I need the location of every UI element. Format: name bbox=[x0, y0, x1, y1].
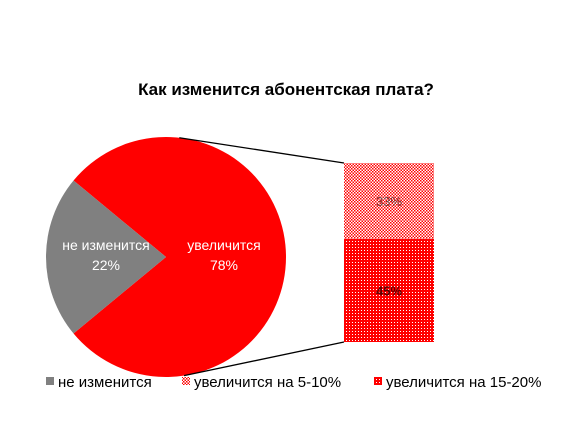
bar-segment-15-20 bbox=[344, 238, 434, 342]
connector-lines bbox=[179, 137, 345, 377]
legend-label-15-20: увеличится на 15-20% bbox=[386, 374, 541, 391]
pie-slice-no-change bbox=[46, 180, 167, 334]
bar-segment-15-20-label: 45% bbox=[376, 283, 402, 298]
pie-label-increase: увеличится 78% bbox=[187, 237, 261, 273]
legend-label-no-change: не изменится bbox=[58, 374, 152, 391]
pie: не изменится 22% увеличится 78% bbox=[46, 137, 287, 377]
bar-segment-5-10-label: 33% bbox=[376, 194, 402, 209]
legend-item-5-10: увеличится на 5-10% bbox=[182, 374, 341, 391]
breakdown-bar: 45% 33% bbox=[344, 163, 434, 342]
legend: не изменится увеличится на 5-10% увеличи… bbox=[46, 374, 541, 391]
legend-label-5-10: увеличится на 5-10% bbox=[194, 374, 341, 391]
legend-swatch-5-10 bbox=[182, 377, 190, 385]
pie-slice-increase bbox=[73, 137, 287, 377]
connector-line-bottom bbox=[183, 341, 345, 377]
chart-title: Как изменится абонентская плата? bbox=[138, 80, 434, 99]
legend-item-15-20: увеличится на 15-20% bbox=[374, 374, 541, 391]
legend-swatch-15-20 bbox=[374, 377, 382, 385]
pie-label-no-change: не изменится 22% bbox=[62, 237, 149, 273]
connector-line-top bbox=[179, 137, 345, 164]
legend-item-no-change: не изменится bbox=[46, 374, 152, 391]
legend-swatch-no-change bbox=[46, 377, 54, 385]
bar-segment-5-10 bbox=[344, 163, 434, 239]
